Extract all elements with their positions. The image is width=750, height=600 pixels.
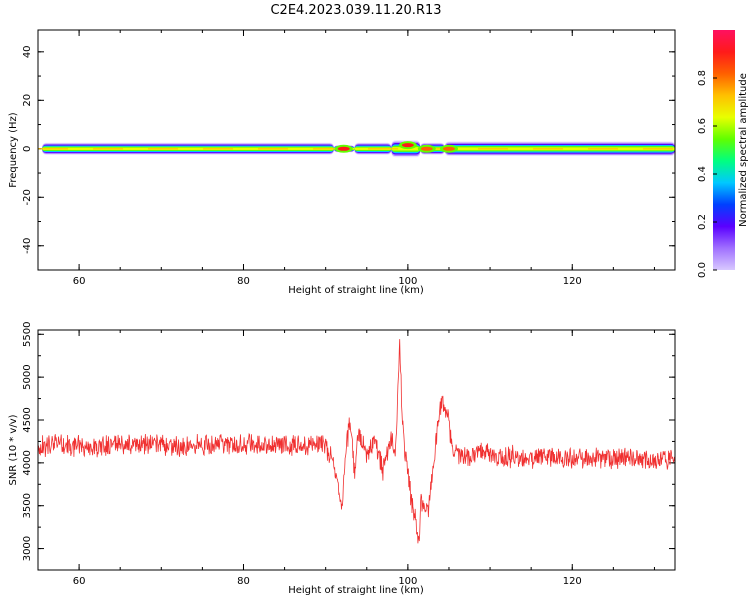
heatmap-hotspot bbox=[442, 146, 455, 151]
y-tick-label: 5500 bbox=[22, 322, 33, 347]
snr-ticks: 60 80 100 120 3000 3500 4000 4500 5000 5500 bbox=[22, 322, 675, 587]
colorbar-gradient bbox=[713, 30, 735, 270]
colorbar-ticks: 0.0 0.2 0.4 0.6 0.8 bbox=[697, 70, 717, 278]
figure-title: C2E4.2023.039.11.20.R13 bbox=[270, 3, 441, 18]
heatmap-ticks: 60 80 100 120 -40 -20 0 20 40 bbox=[22, 30, 675, 287]
y-tick-label: 0 bbox=[22, 146, 33, 152]
colorbar-tick-label: 0.2 bbox=[697, 214, 708, 230]
heatmap-panel: 60 80 100 120 -40 -20 0 20 40 Height of straight… bbox=[8, 29, 676, 296]
x-tick-label: 120 bbox=[563, 576, 582, 587]
x-tick-label: 80 bbox=[237, 276, 250, 287]
y-tick-label: 20 bbox=[22, 94, 33, 107]
y-tick-label: 4000 bbox=[22, 450, 33, 475]
y-tick-label: -20 bbox=[22, 189, 33, 205]
colorbar-label: Normalized spectral amplitude bbox=[738, 73, 749, 227]
x-tick-label: 80 bbox=[237, 576, 250, 587]
snr-xlabel: Height of straight line (km) bbox=[288, 585, 424, 596]
heatmap-hotspot bbox=[401, 143, 414, 148]
colorbar: 0.0 0.2 0.4 0.6 0.8 Normalized spectral ampl… bbox=[697, 30, 749, 278]
snr-series-line bbox=[38, 339, 675, 544]
snr-frame bbox=[37, 329, 676, 571]
colorbar-tick-label: 0.8 bbox=[697, 70, 708, 86]
colorbar-tick-label: 0.4 bbox=[697, 166, 708, 182]
heatmap-hotspot bbox=[337, 146, 350, 151]
x-tick-label: 100 bbox=[398, 276, 417, 287]
x-tick-label: 100 bbox=[398, 576, 417, 587]
snr-ylabel: SNR (10 * v/v) bbox=[8, 414, 19, 485]
heatmap-hotspot bbox=[420, 146, 433, 151]
y-tick-label: 3500 bbox=[22, 493, 33, 518]
heatmap-band bbox=[42, 147, 334, 150]
colorbar-tick-label: 0.0 bbox=[697, 262, 708, 278]
x-tick-label: 60 bbox=[73, 276, 86, 287]
heatmap-plot-area bbox=[38, 140, 675, 158]
y-tick-label: -40 bbox=[22, 238, 33, 254]
colorbar-tick-label: 0.6 bbox=[697, 118, 708, 134]
heatmap-xlabel: Height of straight line (km) bbox=[288, 285, 424, 296]
y-tick-label: 5000 bbox=[22, 364, 33, 389]
heatmap-ylabel: Frequency (Hz) bbox=[8, 112, 19, 188]
x-tick-label: 60 bbox=[73, 576, 86, 587]
y-tick-label: 4500 bbox=[22, 407, 33, 432]
y-tick-label: 3000 bbox=[22, 536, 33, 561]
y-tick-label: 40 bbox=[22, 45, 33, 58]
x-tick-label: 120 bbox=[563, 276, 582, 287]
snr-panel: 60 80 100 120 3000 3500 4000 4500 5000 5500 Heigh… bbox=[8, 322, 676, 596]
snr-plot-area bbox=[38, 339, 675, 544]
heatmap-frame bbox=[37, 29, 676, 271]
